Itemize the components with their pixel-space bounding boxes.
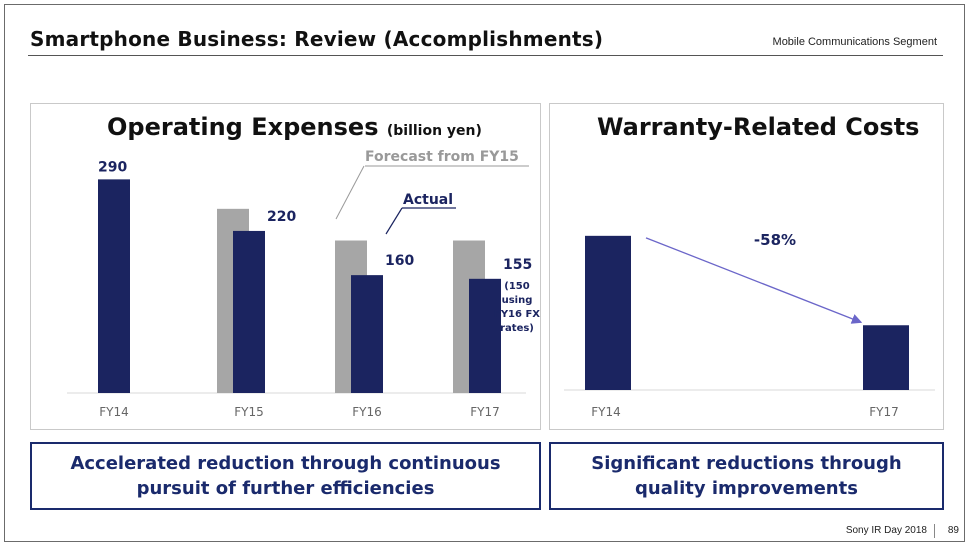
trend-arrow (645, 237, 863, 324)
summary-right-line-2: quality improvements (635, 478, 858, 499)
warranty-costs-title: Warranty-Related Costs (597, 113, 919, 141)
change-percentage-label: -58% (754, 231, 796, 249)
summary-left-line-1: Accelerated reduction through continuous (70, 453, 501, 474)
footer-divider (934, 524, 935, 538)
annotation-line-3: FY16 FX (494, 309, 540, 320)
footer-source: Sony IR Day 2018 (845, 525, 927, 536)
page-title: Smartphone Business: Review (Accomplishm… (30, 27, 604, 51)
data-label-fy16: 160 (385, 253, 414, 269)
operating-expenses-unit: (billion yen) (386, 123, 482, 139)
warranty-costs-chart: FY14 FY17 -58% (564, 231, 935, 419)
operating-expenses-panel: Operating Expenses (billion yen) 290 FY14… (30, 103, 541, 430)
actual-bar-fy14 (98, 179, 130, 393)
legend-actual-leader (385, 207, 403, 235)
annotation-line-4: rates) (500, 323, 534, 334)
summary-left-line-2: pursuit of further efficiencies (136, 478, 435, 499)
operating-expenses-title: Operating Expenses (billion yen) (107, 113, 482, 141)
title-divider (28, 55, 943, 56)
legend-forecast-leader (335, 165, 365, 220)
tick-label-fy17: FY17 (869, 405, 899, 419)
summary-left-text: Accelerated reduction through continuous… (70, 451, 500, 501)
actual-bar-fy15 (233, 230, 265, 393)
tick-label-fy16: FY16 (352, 405, 382, 419)
actual-bar-fy17 (469, 278, 501, 393)
page-number: 89 (947, 525, 959, 536)
data-label-fy17: 155 (503, 257, 532, 273)
annotation-line-1: (150 (504, 281, 529, 292)
bar-fy14 (585, 235, 631, 390)
summary-right-line-1: Significant reductions through (591, 453, 902, 474)
summary-right-text: Significant reductions through quality i… (591, 451, 901, 501)
operating-expenses-title-text: Operating Expenses (107, 113, 379, 141)
warranty-costs-panel: Warranty-Related Costs FY14 FY17 -58% (549, 103, 944, 430)
tick-label-fy14: FY14 (591, 405, 621, 419)
bar-fy17 (863, 325, 909, 390)
summary-box-left: Accelerated reduction through continuous… (30, 442, 541, 510)
tick-label-fy14: FY14 (99, 405, 129, 419)
summary-box-right: Significant reductions through quality i… (549, 442, 944, 510)
annotation-line-2: using (502, 295, 533, 306)
actual-bar-fy16 (351, 275, 383, 393)
tick-label-fy15: FY15 (234, 405, 264, 419)
data-label-fy14: 290 (98, 159, 127, 175)
legend-actual-label: Actual (403, 192, 453, 208)
tick-label-fy17: FY17 (470, 405, 500, 419)
operating-expenses-chart: 290 FY14 220 FY15 160 FY16 155 FY17 Forecast fro… (67, 149, 540, 419)
data-label-fy15: 220 (267, 209, 296, 225)
segment-label: Mobile Communications Segment (772, 36, 937, 48)
legend-forecast-label: Forecast from FY15 (365, 149, 519, 165)
slide-frame (4, 4, 965, 542)
warranty-costs-title-text: Warranty-Related Costs (597, 113, 920, 141)
